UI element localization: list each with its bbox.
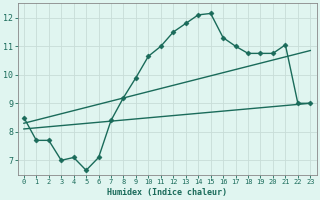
X-axis label: Humidex (Indice chaleur): Humidex (Indice chaleur) — [107, 188, 227, 197]
